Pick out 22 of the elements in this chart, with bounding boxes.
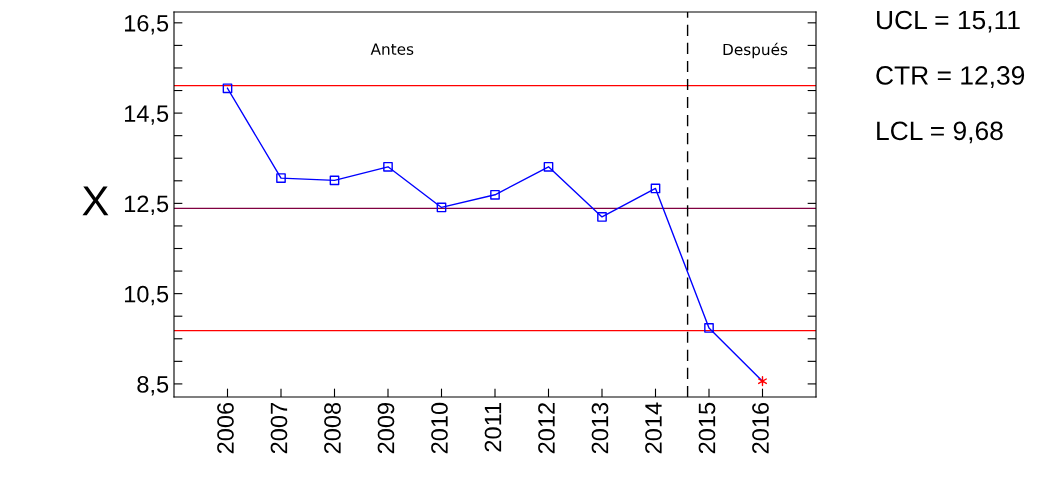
y-tick-label: 16,5 <box>124 14 169 35</box>
x-tick-label: 2008 <box>324 402 341 454</box>
y-axis-title: X <box>82 186 109 216</box>
x-tick-label: 2014 <box>645 402 662 454</box>
annotation: Antes <box>370 43 414 55</box>
text: LCL = 9,68 <box>877 121 1003 144</box>
x-tick-label: 2006 <box>217 402 234 454</box>
x-tick-label: 2012 <box>538 403 555 454</box>
x-tick-label: 2015 <box>698 402 716 454</box>
annotation: Después <box>723 42 788 59</box>
x-tick-label: 2010 <box>431 402 448 454</box>
text: CTR = 12,39 <box>876 66 1025 88</box>
text: UCL = 15,11 <box>877 10 1020 33</box>
y-tick-label: 10,5 <box>124 285 169 306</box>
y-tick-label: 12,5 <box>124 195 169 215</box>
x-tick-label: 2009 <box>377 402 395 454</box>
y-tick-label: 8,5 <box>137 375 169 396</box>
y-tick-label: 14,5 <box>124 105 169 125</box>
x-tick-label: 2013 <box>591 402 609 454</box>
x-tick-label: 2007 <box>270 403 288 454</box>
x-tick-label: 2011 <box>484 403 502 452</box>
x-tick-label: 2016 <box>752 402 769 454</box>
